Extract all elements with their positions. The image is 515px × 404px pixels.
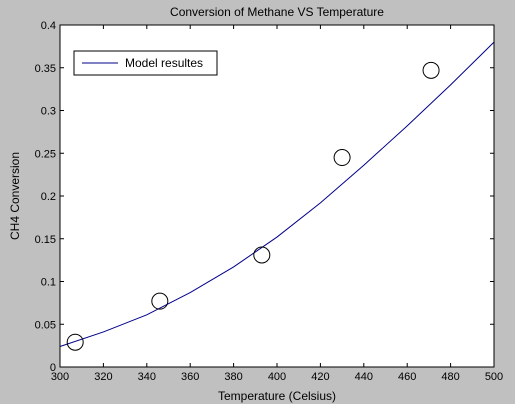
data-point-marker bbox=[66, 333, 84, 351]
x-tick-label: 340 bbox=[138, 371, 156, 383]
x-tick-label: 360 bbox=[181, 371, 199, 383]
x-axis-label: Temperature (Celsius) bbox=[218, 389, 336, 403]
legend: Model resultes bbox=[73, 50, 218, 76]
plot-area bbox=[60, 25, 494, 367]
data-point-marker bbox=[333, 149, 351, 167]
y-tick-label: 0.15 bbox=[35, 234, 56, 246]
x-tick-label: 320 bbox=[94, 371, 112, 383]
y-tick-label: 0.25 bbox=[35, 148, 56, 160]
x-tick-label: 400 bbox=[268, 371, 286, 383]
y-tick-label: 0.4 bbox=[41, 20, 56, 32]
x-tick-label: 420 bbox=[311, 371, 329, 383]
model-results-line bbox=[59, 41, 495, 347]
data-point-marker bbox=[151, 292, 169, 310]
data-point-marker bbox=[422, 61, 440, 79]
x-tick-label: 300 bbox=[51, 371, 69, 383]
y-tick-label: 0.1 bbox=[41, 277, 56, 289]
y-tick-label: 0 bbox=[50, 362, 56, 374]
chart-title: Conversion of Methane VS Temperature bbox=[170, 5, 384, 19]
y-tick-label: 0.2 bbox=[41, 191, 56, 203]
y-tick-label: 0.3 bbox=[41, 106, 56, 118]
x-tick-label: 500 bbox=[485, 371, 503, 383]
y-tick-label: 0.35 bbox=[35, 63, 56, 75]
y-tick-label: 0.05 bbox=[35, 319, 56, 331]
x-tick-label: 440 bbox=[355, 371, 373, 383]
legend-label-model: Model resultes bbox=[125, 56, 203, 70]
x-tick-label: 480 bbox=[441, 371, 459, 383]
x-tick-label: 460 bbox=[398, 371, 416, 383]
x-tick-label: 380 bbox=[224, 371, 242, 383]
y-axis-label: CH4 Conversion bbox=[8, 152, 22, 240]
data-point-marker bbox=[253, 246, 271, 264]
